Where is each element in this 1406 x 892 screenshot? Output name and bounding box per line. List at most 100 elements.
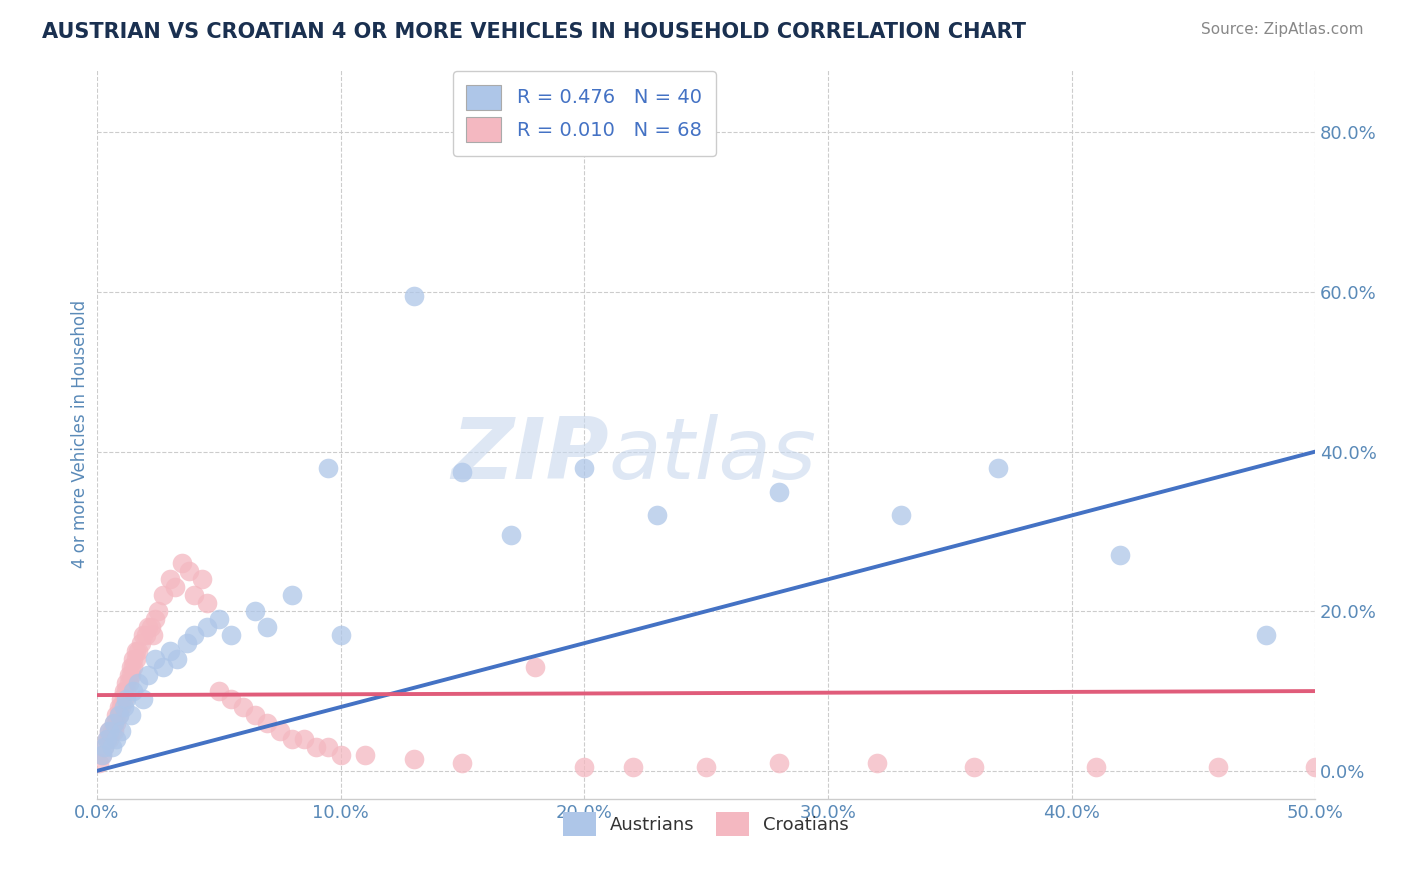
Point xyxy=(132,628,155,642)
Point xyxy=(1256,628,1278,642)
Point xyxy=(256,716,278,731)
Text: atlas: atlas xyxy=(609,414,817,497)
Point xyxy=(574,760,596,774)
Point xyxy=(129,636,152,650)
Point xyxy=(451,756,474,770)
Point xyxy=(987,460,1010,475)
Point xyxy=(105,708,128,723)
Point xyxy=(110,700,132,714)
Point xyxy=(125,652,148,666)
Point xyxy=(172,557,194,571)
Point xyxy=(136,620,159,634)
Point xyxy=(865,756,887,770)
Point xyxy=(219,692,242,706)
Point xyxy=(1084,760,1107,774)
Point xyxy=(166,652,188,666)
Point xyxy=(90,747,112,762)
Point xyxy=(318,739,340,754)
Point xyxy=(451,465,474,479)
Point xyxy=(768,756,790,770)
Point xyxy=(695,760,717,774)
Point xyxy=(112,684,135,698)
Point xyxy=(93,739,115,754)
Point xyxy=(122,660,145,674)
Point xyxy=(219,628,242,642)
Point xyxy=(292,731,315,746)
Point xyxy=(183,628,205,642)
Point xyxy=(190,572,212,586)
Point xyxy=(1206,760,1229,774)
Point xyxy=(120,660,142,674)
Legend: Austrians, Croatians: Austrians, Croatians xyxy=(554,804,858,845)
Point xyxy=(98,731,121,746)
Point xyxy=(329,747,352,762)
Point xyxy=(152,660,174,674)
Point xyxy=(103,723,125,738)
Point xyxy=(1109,549,1132,563)
Point xyxy=(115,684,138,698)
Point xyxy=(122,684,145,698)
Point xyxy=(132,692,155,706)
Point xyxy=(110,723,132,738)
Point xyxy=(232,700,254,714)
Point xyxy=(208,612,231,626)
Point xyxy=(245,708,267,723)
Point xyxy=(122,652,145,666)
Point xyxy=(139,620,162,634)
Point xyxy=(281,731,304,746)
Point xyxy=(890,508,912,523)
Point xyxy=(105,731,128,746)
Point xyxy=(145,612,167,626)
Point xyxy=(127,644,149,658)
Point xyxy=(96,731,118,746)
Text: Source: ZipAtlas.com: Source: ZipAtlas.com xyxy=(1201,22,1364,37)
Point xyxy=(145,652,167,666)
Point xyxy=(108,708,131,723)
Point xyxy=(768,484,790,499)
Point xyxy=(105,716,128,731)
Point xyxy=(269,723,291,738)
Text: ZIP: ZIP xyxy=(451,414,609,497)
Point xyxy=(354,747,377,762)
Point xyxy=(112,700,135,714)
Point xyxy=(127,676,149,690)
Point xyxy=(1303,760,1326,774)
Point xyxy=(963,760,986,774)
Point xyxy=(125,644,148,658)
Point xyxy=(647,508,669,523)
Y-axis label: 4 or more Vehicles in Household: 4 or more Vehicles in Household xyxy=(72,300,89,567)
Point xyxy=(112,692,135,706)
Point xyxy=(108,700,131,714)
Point xyxy=(117,676,139,690)
Point xyxy=(115,676,138,690)
Point xyxy=(103,716,125,731)
Point xyxy=(120,708,142,723)
Point xyxy=(524,660,547,674)
Point xyxy=(281,588,304,602)
Point xyxy=(135,628,157,642)
Point xyxy=(195,596,218,610)
Point xyxy=(89,756,111,770)
Point xyxy=(318,460,340,475)
Point xyxy=(120,668,142,682)
Point xyxy=(110,692,132,706)
Point xyxy=(152,588,174,602)
Point xyxy=(103,716,125,731)
Point xyxy=(195,620,218,634)
Point xyxy=(98,723,121,738)
Point xyxy=(574,460,596,475)
Point xyxy=(208,684,231,698)
Point xyxy=(256,620,278,634)
Point xyxy=(115,692,138,706)
Point xyxy=(96,731,118,746)
Text: AUSTRIAN VS CROATIAN 4 OR MORE VEHICLES IN HOUSEHOLD CORRELATION CHART: AUSTRIAN VS CROATIAN 4 OR MORE VEHICLES … xyxy=(42,22,1026,42)
Point xyxy=(142,628,165,642)
Point xyxy=(305,739,328,754)
Point xyxy=(501,528,523,542)
Point xyxy=(98,723,121,738)
Point xyxy=(163,580,186,594)
Point xyxy=(136,668,159,682)
Point xyxy=(402,752,425,766)
Point xyxy=(108,708,131,723)
Point xyxy=(179,565,201,579)
